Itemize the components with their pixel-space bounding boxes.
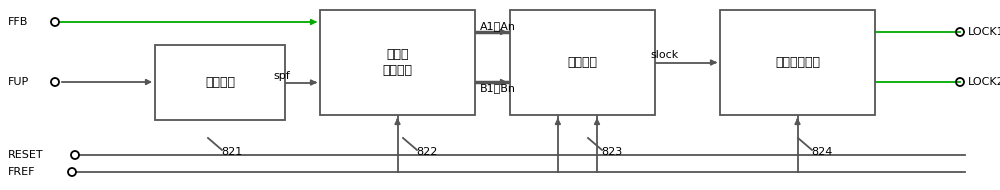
Text: 821: 821 bbox=[221, 147, 243, 157]
Text: slock: slock bbox=[651, 50, 679, 60]
Text: 滤波电路: 滤波电路 bbox=[205, 76, 235, 89]
Bar bbox=[720, 10, 875, 115]
Text: RESET: RESET bbox=[8, 150, 44, 160]
Text: 823: 823 bbox=[601, 147, 623, 157]
Text: B1～Bn: B1～Bn bbox=[480, 83, 516, 93]
Text: 824: 824 bbox=[811, 147, 833, 157]
Text: A1～An: A1～An bbox=[480, 21, 516, 31]
Bar bbox=[155, 45, 285, 120]
Text: LOCK2: LOCK2 bbox=[968, 77, 1000, 87]
Text: 自复位
采样电路: 自复位 采样电路 bbox=[382, 48, 413, 77]
Text: LOCK1: LOCK1 bbox=[968, 27, 1000, 37]
Text: FREF: FREF bbox=[8, 167, 36, 177]
Text: 822: 822 bbox=[416, 147, 438, 157]
Text: 状态锁定电路: 状态锁定电路 bbox=[775, 56, 820, 69]
Text: FFB: FFB bbox=[8, 17, 28, 27]
Bar bbox=[510, 10, 655, 115]
Text: FUP: FUP bbox=[8, 77, 29, 87]
Text: 比较电路: 比较电路 bbox=[568, 56, 598, 69]
Bar bbox=[320, 10, 475, 115]
Text: spf: spf bbox=[274, 71, 290, 81]
